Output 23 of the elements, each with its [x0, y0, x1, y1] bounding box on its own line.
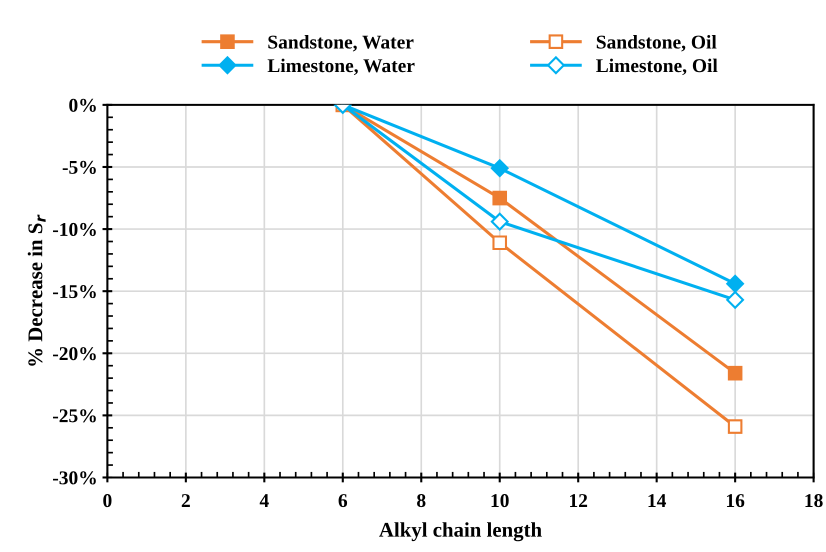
- x-axis-title: Alkyl chain length: [379, 522, 542, 542]
- legend-label: Limestone, Oil: [596, 58, 718, 76]
- legend-label: Sandstone, Oil: [596, 34, 716, 52]
- x-tick-label: 2: [182, 494, 190, 507]
- x-tick-label: 6: [338, 494, 348, 508]
- y-tick-label: -30%: [53, 471, 96, 484]
- legend-label: Sandstone, Water: [268, 34, 414, 52]
- y-tick-label: -25%: [53, 409, 96, 422]
- x-tick-label: 10: [492, 494, 509, 508]
- x-tick-label: 8: [417, 494, 426, 508]
- y-tick-label: -10%: [53, 222, 96, 236]
- y-tick-label: 0%: [69, 98, 96, 112]
- y-tick-label: -5%: [62, 160, 96, 174]
- x-tick-label: 0: [103, 494, 112, 508]
- y-axis-title: % Decrease in S$_{r}$: [28, 214, 46, 366]
- x-tick-label: 12: [570, 494, 588, 507]
- y-tick-label: -20%: [53, 347, 96, 360]
- x-tick-label: 14: [648, 494, 666, 507]
- legend-label: Limestone, Water: [268, 58, 415, 76]
- x-tick-label: 18: [805, 494, 823, 508]
- y-tick-label: -15%: [53, 284, 96, 298]
- x-tick-label: 16: [726, 494, 744, 508]
- x-tick-label: 4: [260, 494, 269, 507]
